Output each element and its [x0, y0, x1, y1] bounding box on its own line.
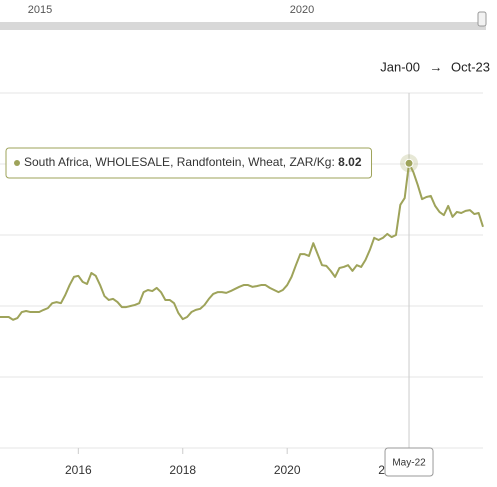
- navigator-handle[interactable]: [477, 11, 487, 27]
- crosshair-label: May-22: [384, 447, 434, 477]
- range-to[interactable]: Oct-23: [451, 59, 490, 74]
- crosshair-label-text: May-22: [392, 458, 426, 469]
- x-tick-label: 2018: [169, 463, 196, 477]
- tooltip-series: South Africa, WHOLESALE, Randfontein, Wh…: [24, 155, 331, 169]
- navigator-label: 2015: [28, 4, 52, 16]
- navigator-scrollbar[interactable]: [0, 22, 486, 30]
- tooltip-dot: [14, 160, 20, 166]
- crosshair-label-box: [384, 447, 434, 477]
- tooltip-value: 8.02: [338, 155, 362, 169]
- tooltip-colon: :: [331, 155, 338, 169]
- tooltip-text: South Africa, WHOLESALE, Randfontein, Wh…: [24, 155, 362, 169]
- x-tick-label: 2016: [65, 463, 92, 477]
- x-tick-label: 2020: [274, 463, 301, 477]
- tooltip-box: [5, 147, 373, 179]
- tooltip: South Africa, WHOLESALE, Randfontein, Wh…: [5, 147, 373, 179]
- range-from[interactable]: Jan-00: [380, 59, 420, 74]
- plot-area: 2016201820202022South Africa, WHOLESALE,…: [0, 92, 484, 477]
- range-arrow: →: [430, 59, 443, 74]
- line-series: [0, 162, 484, 321]
- navigator-label: 2020: [290, 4, 314, 16]
- highlight-point: [404, 158, 414, 168]
